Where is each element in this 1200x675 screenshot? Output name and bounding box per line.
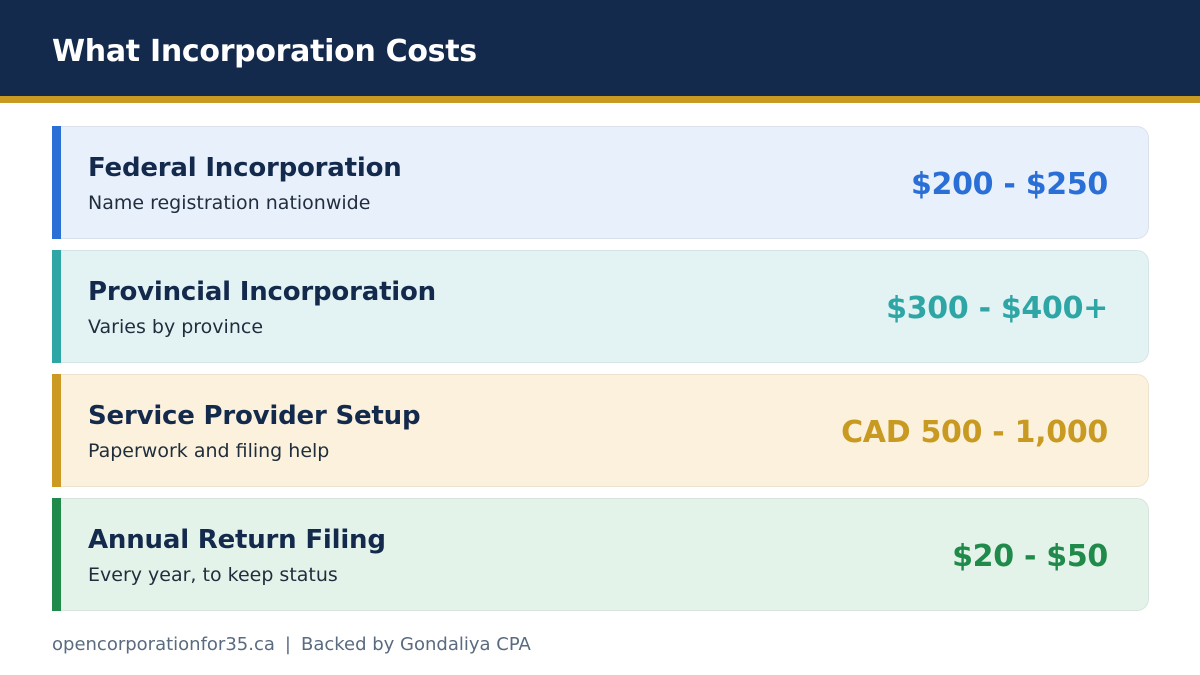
footer: opencorporationfor35.ca | Backed by Gondal… bbox=[52, 634, 531, 655]
footer-site-link[interactable]: opencorporationfor35.ca bbox=[52, 634, 275, 655]
card-accent-bar bbox=[52, 374, 61, 487]
cost-card-federal: Federal Incorporation Name registration … bbox=[52, 126, 1149, 239]
card-accent-bar bbox=[52, 250, 61, 363]
card-title: Provincial Incorporation bbox=[88, 277, 436, 307]
card-title: Federal Incorporation bbox=[88, 153, 402, 183]
card-description: Varies by province bbox=[88, 316, 264, 338]
card-price: CAD 500 - 1,000 bbox=[841, 415, 1108, 450]
cost-card-annual-return: Annual Return Filing Every year, to keep… bbox=[52, 498, 1149, 611]
card-border bbox=[61, 374, 1149, 487]
card-description: Paperwork and filing help bbox=[88, 440, 330, 462]
header-divider bbox=[0, 96, 1200, 103]
card-accent-bar bbox=[52, 498, 61, 611]
footer-separator: | bbox=[284, 634, 291, 655]
card-title: Annual Return Filing bbox=[88, 525, 386, 555]
card-border bbox=[61, 126, 1149, 239]
header-bar: What Incorporation Costs bbox=[0, 0, 1200, 96]
card-price: $200 - $250 bbox=[910, 167, 1108, 202]
card-description: Every year, to keep status bbox=[88, 564, 338, 586]
cost-card-service-provider: Service Provider Setup Paperwork and fil… bbox=[52, 374, 1149, 487]
cost-card-provincial: Provincial Incorporation Varies by provi… bbox=[52, 250, 1149, 363]
card-price: $20 - $50 bbox=[952, 539, 1108, 574]
card-description: Name registration nationwide bbox=[88, 192, 371, 214]
card-accent-bar bbox=[52, 126, 61, 239]
footer-backer: Backed by Gondaliya CPA bbox=[300, 634, 531, 655]
page-title: What Incorporation Costs bbox=[52, 34, 477, 69]
card-price: $300 - $400+ bbox=[886, 291, 1108, 326]
cost-card-list: Federal Incorporation Name registration … bbox=[52, 126, 1149, 622]
card-border bbox=[61, 250, 1149, 363]
card-border bbox=[61, 498, 1149, 611]
card-title: Service Provider Setup bbox=[88, 401, 421, 431]
